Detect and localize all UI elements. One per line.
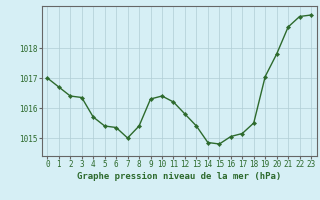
X-axis label: Graphe pression niveau de la mer (hPa): Graphe pression niveau de la mer (hPa) <box>77 172 281 181</box>
